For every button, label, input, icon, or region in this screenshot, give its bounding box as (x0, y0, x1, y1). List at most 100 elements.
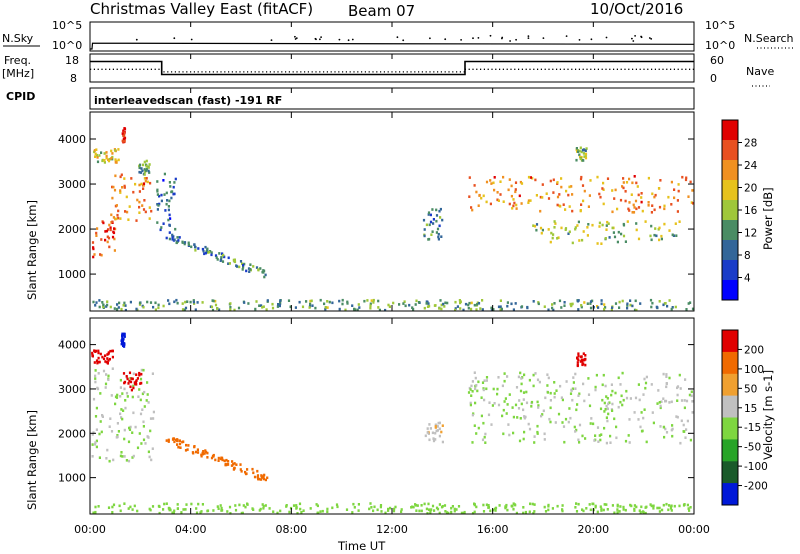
power-cell (138, 166, 141, 170)
velocity-cell (122, 337, 125, 341)
power-cell (584, 156, 588, 160)
velocity-cell (584, 357, 587, 361)
velocity-cell (505, 412, 508, 415)
power-cell (635, 207, 638, 211)
power-cell (114, 174, 117, 178)
power-cell (176, 301, 179, 305)
nave-tick-low: 0 (710, 72, 717, 85)
velocity-cell (434, 438, 437, 441)
nsearch-point (515, 38, 517, 41)
power-cell (603, 307, 606, 311)
power-cell (580, 305, 583, 309)
power-cell (183, 241, 187, 244)
velocity-cell (520, 402, 523, 406)
power-cell (607, 222, 610, 225)
power-cell (446, 301, 449, 305)
velocity-cell (644, 381, 648, 385)
velocity-cell (427, 432, 430, 435)
power-cell (563, 304, 566, 307)
power-cell (100, 151, 103, 154)
velocity-cell (536, 400, 539, 404)
velocity-cell (94, 349, 98, 353)
power-cell (560, 306, 563, 309)
power-cell (232, 258, 235, 262)
velocity-cell (423, 502, 426, 506)
power-cell (671, 233, 674, 237)
power-cell (479, 307, 482, 310)
power-cell (560, 177, 563, 180)
power-cell (547, 197, 551, 200)
power-cell (117, 158, 120, 162)
power-cell (514, 188, 517, 191)
nsearch-point (429, 37, 431, 40)
velocity-cell (506, 403, 509, 406)
nsearch-point (294, 35, 296, 38)
velocity-cell (123, 455, 126, 458)
nsearch-point (605, 36, 608, 39)
power-cell (377, 306, 380, 309)
velocity-cell (144, 442, 147, 445)
power-cell (633, 175, 636, 178)
velocity-cell (233, 462, 236, 465)
velocity-cell (114, 395, 118, 399)
velocity-cell (450, 510, 453, 514)
power-cell (168, 181, 171, 184)
power-cell (565, 189, 568, 193)
velocity-cell (523, 430, 526, 434)
velocity-cell (519, 371, 522, 375)
velocity-cell (138, 432, 141, 435)
power-cell (489, 202, 492, 206)
power-cell (552, 191, 555, 194)
velocity-colorbar-swatch (722, 483, 738, 506)
velocity-cell (94, 374, 97, 378)
power-cell (415, 299, 418, 303)
nsearch-point (338, 38, 341, 41)
velocity-cell (549, 406, 552, 410)
velocity-cell (372, 509, 375, 513)
velocity-cell (204, 449, 207, 452)
velocity-cell (168, 508, 171, 512)
velocity-cell (473, 503, 476, 507)
velocity-cell (639, 511, 642, 514)
power-cell (123, 186, 126, 189)
power-cell (602, 188, 605, 191)
power-cell (206, 251, 209, 254)
velocity-cell (203, 452, 206, 455)
freq-label: Freq. (4, 54, 31, 67)
velocity-cell (650, 383, 653, 386)
power-cell (271, 306, 275, 310)
velocity-cell (576, 363, 579, 367)
velocity-cell (555, 389, 558, 392)
velocity-cell (528, 510, 531, 514)
power-cell (126, 210, 129, 214)
power-cell (204, 245, 207, 249)
velocity-cell (492, 387, 495, 391)
velocity-cell (112, 503, 116, 507)
nsearch-point (351, 38, 354, 41)
velocity-cell (251, 507, 254, 510)
velocity-cell (484, 432, 487, 436)
power-cell (454, 308, 457, 312)
velocity-cell (167, 506, 170, 510)
velocity-cell (619, 383, 622, 386)
velocity-cell (483, 379, 486, 382)
power-cell (459, 307, 462, 310)
power-cell (168, 224, 171, 227)
velocity-cell (400, 510, 403, 513)
power-cell (356, 308, 359, 312)
time-tick-label: 00:00 (678, 523, 710, 536)
velocity-cell (477, 380, 480, 384)
power-cell (105, 229, 109, 233)
power-cell (160, 199, 163, 203)
power-cell (582, 199, 585, 203)
power-cell (578, 239, 581, 242)
velocity-cell (436, 429, 439, 432)
velocity-cell (389, 506, 392, 510)
power-cell (102, 303, 105, 307)
velocity-cell (221, 509, 224, 512)
power-cell (116, 213, 119, 217)
velocity-cell (600, 509, 603, 512)
power-cell (520, 202, 523, 205)
velocity-cell (124, 399, 127, 402)
power-cell (326, 300, 329, 303)
